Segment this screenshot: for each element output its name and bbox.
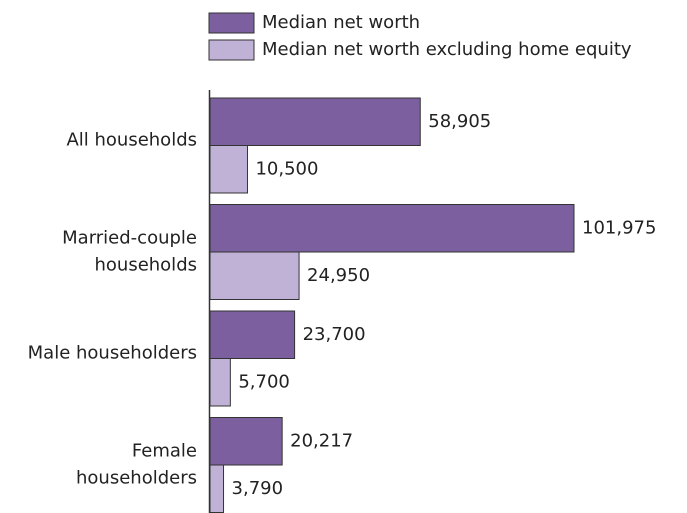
- value-label: 20,217: [290, 430, 353, 451]
- category-label-line: Male householders: [28, 343, 197, 364]
- legend-swatch: [208, 39, 255, 61]
- value-label: 58,905: [428, 111, 491, 132]
- value-label: 24,950: [307, 265, 370, 286]
- category-label: All households: [66, 130, 197, 151]
- value-label: 23,700: [303, 324, 366, 345]
- bar: [209, 145, 248, 194]
- legend-label: Median net worth excluding home equity: [262, 39, 632, 60]
- category-label: Male householders: [28, 343, 197, 364]
- bar: [209, 204, 575, 253]
- bar: [209, 417, 283, 466]
- category-label-line: householders: [76, 468, 197, 489]
- value-label: 3,790: [232, 478, 284, 499]
- category-label-line: households: [94, 255, 197, 276]
- value-label: 5,700: [238, 371, 290, 392]
- legend-swatch: [208, 12, 255, 34]
- category-label-line: All households: [66, 130, 197, 151]
- category-label: Female householders: [76, 441, 197, 489]
- value-label: 101,975: [582, 217, 656, 238]
- category-label-line: Married-couple: [62, 228, 197, 249]
- category-label-line: Female: [132, 441, 197, 462]
- bar: [209, 310, 296, 359]
- bar: [209, 251, 300, 300]
- category-label: Married-couple households: [62, 228, 197, 276]
- bar: [209, 464, 225, 513]
- bar: [209, 97, 421, 146]
- value-label: 10,500: [255, 158, 318, 179]
- legend-label: Median net worth: [262, 12, 420, 33]
- bar: [209, 358, 231, 407]
